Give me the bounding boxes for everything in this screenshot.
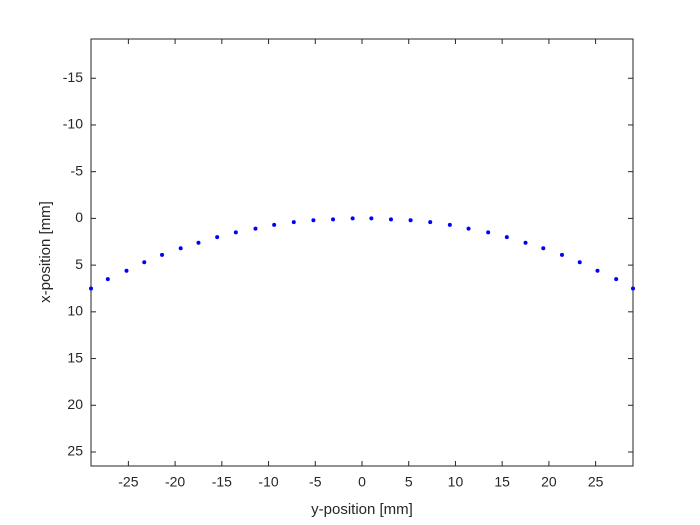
point bbox=[466, 226, 471, 231]
point bbox=[215, 235, 220, 240]
point bbox=[577, 260, 582, 265]
x-tick-label: -5 bbox=[309, 474, 322, 490]
point bbox=[541, 246, 546, 251]
point bbox=[253, 226, 258, 231]
point bbox=[369, 216, 374, 221]
point bbox=[350, 216, 355, 221]
point bbox=[105, 277, 110, 282]
x-tick-label: 15 bbox=[494, 474, 510, 490]
y-tick-label: -5 bbox=[71, 162, 84, 178]
point bbox=[428, 220, 433, 225]
point bbox=[160, 252, 165, 257]
point bbox=[559, 252, 564, 257]
point bbox=[595, 268, 600, 273]
point bbox=[388, 217, 393, 222]
x-tick-label: 5 bbox=[405, 474, 413, 490]
x-tick-label: 10 bbox=[448, 474, 464, 490]
point bbox=[178, 246, 183, 251]
plot-box bbox=[90, 38, 634, 467]
point bbox=[124, 268, 129, 273]
point bbox=[196, 240, 201, 245]
y-tick-label: 25 bbox=[67, 443, 83, 459]
y-tick-label: 0 bbox=[75, 209, 83, 225]
x-tick-label: -25 bbox=[118, 474, 138, 490]
point bbox=[523, 240, 528, 245]
x-tick-label: 0 bbox=[358, 474, 366, 490]
point bbox=[272, 222, 277, 227]
point bbox=[486, 230, 491, 235]
point bbox=[89, 286, 93, 291]
x-tick-label: -10 bbox=[258, 474, 278, 490]
point bbox=[291, 220, 296, 225]
y-axis-label: x-position [mm] bbox=[37, 201, 54, 303]
y-tick-label: 5 bbox=[75, 256, 83, 272]
point bbox=[233, 230, 238, 235]
point bbox=[614, 277, 619, 282]
x-tick-label: 25 bbox=[588, 474, 604, 490]
x-tick-label: 20 bbox=[541, 474, 557, 490]
y-tick-label: -10 bbox=[63, 116, 83, 132]
point bbox=[504, 235, 509, 240]
y-tick-label: 15 bbox=[67, 349, 83, 365]
point bbox=[142, 260, 147, 265]
point bbox=[331, 217, 336, 222]
point bbox=[408, 218, 413, 223]
x-axis-label: y-position [mm] bbox=[311, 501, 413, 518]
x-tick-label: -15 bbox=[212, 474, 232, 490]
y-tick-label: 20 bbox=[67, 396, 83, 412]
y-tick-label: -15 bbox=[63, 69, 83, 85]
point bbox=[631, 286, 635, 291]
x-tick-label: -20 bbox=[165, 474, 185, 490]
point bbox=[311, 218, 316, 223]
point bbox=[447, 222, 452, 227]
y-tick-label: 10 bbox=[67, 303, 83, 319]
